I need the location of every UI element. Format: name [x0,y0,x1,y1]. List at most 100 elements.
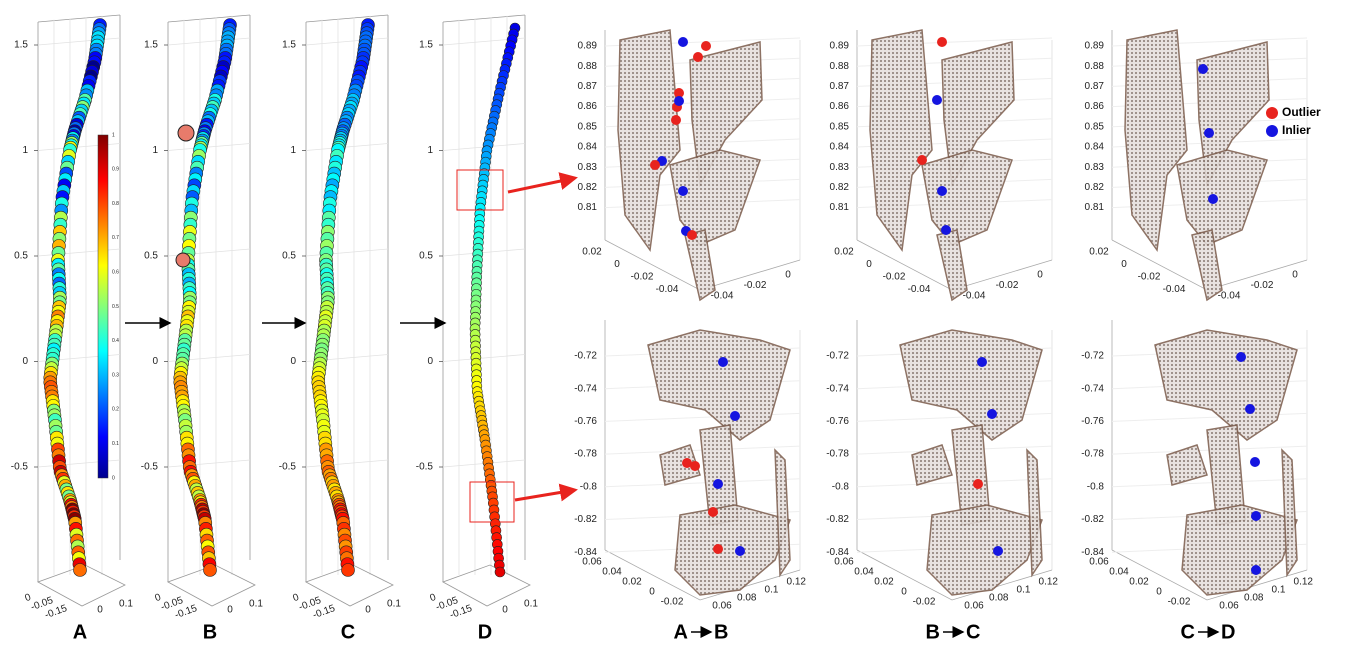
colorbar-tick-label: 0.3 [112,372,119,378]
point-cloud [1026,448,1043,578]
x-tick-label: 0.04 [602,567,622,578]
colorbar-tick-label: 0.6 [112,270,119,276]
z-tick-label: -0.82 [574,514,597,525]
x-tick-label: 0.02 [834,247,854,258]
floor [442,564,531,607]
keypoint [1251,565,1261,575]
z-tick-label: -0.5 [416,462,434,473]
keypoint [977,357,987,367]
keypoint [917,155,927,165]
keypoint [932,95,942,105]
trajectory-point [494,566,506,578]
panel-label: D [478,621,492,643]
trajectory-panel: 1.510.50-0.50-0.05-0.15 00.1D [416,14,538,643]
z-tick-label: 0.85 [578,121,598,132]
y-tick-label: 0.06 [1219,601,1239,612]
y-tick-label: -0.02 [744,280,767,291]
axis-line [167,459,251,468]
z-tick-label: 0.5 [144,251,158,262]
z-tick-label: 0.83 [1085,162,1105,173]
y-tick-label: -0.04 [1218,291,1241,302]
pointcloud-panel: 0.89 0.88 0.87 0.86 0.85 0.84 0.83 0.82 0.81 0.02… [574,29,806,643]
y-tick-label: 0 [1037,269,1043,280]
z-tick-label: 0 [290,356,296,367]
highlight [177,124,195,142]
floor-tick-label: 0 [97,605,103,616]
x-tick-label: -0.02 [631,272,654,283]
x-tick-label: 0.04 [854,567,874,578]
y-tick-label: 0 [785,269,791,280]
floor-tick-label: 0.1 [119,599,133,610]
axis-line [167,143,251,151]
keypoint [701,41,711,51]
keypoint [1204,128,1214,138]
x-tick-label: -0.04 [908,284,931,295]
x-tick-label: 0 [649,587,655,598]
z-tick-label: -0.78 [1081,449,1104,460]
point-cloud [647,329,791,441]
panel-label: A [73,621,87,643]
y-tick-label: 0.1 [765,585,779,596]
grid-line [604,478,801,488]
z-tick-label: -0.84 [1081,547,1104,558]
z-tick-label: 0.81 [830,202,850,213]
colorbar-tick-label: 1 [112,132,115,138]
point-cloud [1166,444,1208,486]
z-tick-label: -0.76 [1081,416,1104,427]
floor [167,564,256,607]
floor [856,549,1053,601]
z-tick-label: 0.84 [1085,142,1105,153]
z-tick-label: 0.85 [830,121,850,132]
z-tick-label: -0.76 [574,416,597,427]
zoom-box [456,169,504,211]
z-tick-label: 0.86 [578,101,598,112]
z-tick-label: 0.83 [830,162,850,173]
floor-tick-label: 0 [227,605,233,616]
y-tick-label: 0.12 [1039,577,1059,588]
z-tick-label: -0.74 [574,383,597,394]
x-tick-label: 0 [1156,587,1162,598]
floor [604,549,801,601]
z-tick-label: 0.84 [578,142,598,153]
keypoint [678,37,688,47]
y-tick-label: -0.02 [1251,280,1274,291]
z-tick-label: 0.89 [578,41,598,52]
axis-line [37,14,121,23]
z-tick-label: 1.5 [282,40,296,51]
x-tick-label: 0 [901,587,907,598]
axis-line [305,459,389,468]
z-tick-label: -0.78 [826,449,849,460]
trajectory-point [73,563,87,577]
z-tick-label: 0.5 [419,251,433,262]
z-tick-label: 0.81 [578,202,598,213]
axis-line [167,14,251,23]
keypoint [1245,404,1255,414]
z-tick-label: 0.88 [578,61,598,72]
point-cloud [659,444,701,486]
z-tick-label: -0.5 [141,462,159,473]
z-tick-label: 1.5 [419,40,433,51]
colorbar-tick-label: 0.8 [112,201,119,207]
z-tick-label: -0.72 [1081,351,1104,362]
point-cloud [1176,149,1268,246]
z-tick-label: 0.5 [282,251,296,262]
floor-tick-label: 0 [502,605,508,616]
z-tick-label: -0.84 [574,547,597,558]
x-tick-label: -0.02 [661,597,684,608]
z-tick-label: -0.82 [1081,514,1104,525]
legend-label: Inlier [1282,123,1311,137]
x-tick-label: 0.02 [582,247,602,258]
point-cloud [1124,29,1188,252]
x-tick-label: -0.02 [1168,597,1191,608]
z-tick-label: 0.87 [830,81,850,92]
colorbar-tick-label: 0.9 [112,167,119,173]
floor-tick-label: 0 [292,592,301,604]
y-tick-label: 0.06 [964,601,984,612]
point-cloud [1191,229,1223,302]
red-arrow [507,172,578,194]
x-tick-label: 0.02 [622,577,642,588]
z-tick-label: 1.5 [144,40,158,51]
point-cloud [684,229,716,302]
axis-line [305,248,389,257]
x-tick-label: 0 [614,259,620,270]
